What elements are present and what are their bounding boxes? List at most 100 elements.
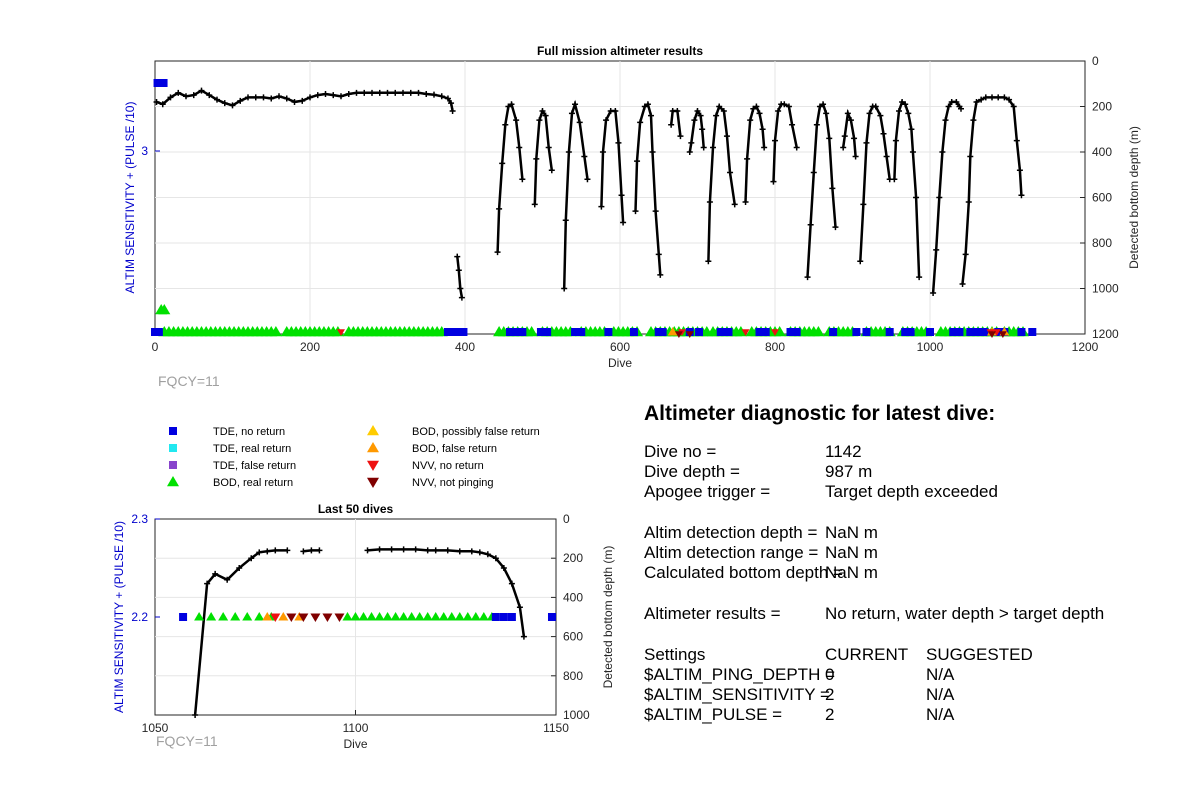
y-left-axis-label: ALTIM SENSITIVITY + (PULSE /10) bbox=[123, 102, 137, 294]
altimeter-results-label: Altimeter results = bbox=[644, 604, 781, 623]
depth-point bbox=[572, 101, 579, 108]
diagnostic-title: Altimeter diagnostic for latest dive: bbox=[644, 402, 996, 425]
depth-point bbox=[852, 153, 859, 160]
depth-point bbox=[648, 112, 654, 119]
depth-point bbox=[759, 126, 766, 133]
depth-series-line bbox=[562, 99, 589, 289]
depth-point bbox=[565, 149, 572, 155]
nvv-not-pinging-marker bbox=[685, 331, 694, 338]
depth-point bbox=[598, 203, 605, 210]
depth-point bbox=[902, 101, 909, 108]
depth-point bbox=[431, 91, 437, 98]
bod-real-return-marker bbox=[414, 612, 425, 621]
legend-triangle-down-icon bbox=[367, 460, 379, 471]
depth-point bbox=[508, 101, 515, 108]
calculated-bottom-row: Calculated bottom depth = NaN m bbox=[644, 563, 1164, 583]
x-tick-label: 200 bbox=[300, 340, 320, 354]
depth-point bbox=[268, 95, 275, 102]
depth-point bbox=[260, 94, 267, 101]
depth-point bbox=[652, 208, 659, 215]
depth-point bbox=[807, 221, 814, 228]
setting-row: $ALTIM_PULSE = 2 N/A bbox=[644, 705, 1164, 725]
tde-no-return-marker bbox=[604, 328, 613, 336]
depth-point bbox=[688, 139, 695, 146]
apogee-row: Apogee trigger = Target depth exceeded bbox=[644, 482, 1164, 502]
current-label: CURRENT bbox=[825, 645, 909, 664]
depth-point bbox=[542, 112, 549, 119]
depth-point bbox=[761, 144, 768, 151]
legend-triangle-up-icon bbox=[367, 442, 379, 453]
depth-point bbox=[942, 117, 949, 124]
y-right-axis-label: Detected bottom depth (m) bbox=[1127, 126, 1141, 269]
depth-point bbox=[892, 137, 899, 144]
dive-no-row: Dive no = 1142 bbox=[644, 442, 1164, 462]
bod-real-return-marker bbox=[773, 326, 786, 337]
legend-label: NVV, no return bbox=[412, 460, 484, 472]
depth-point bbox=[276, 93, 282, 100]
y-left-tick-label: 2.3 bbox=[131, 512, 148, 526]
depth-point bbox=[284, 547, 291, 554]
depth-point bbox=[634, 158, 641, 165]
depth-point bbox=[229, 102, 236, 109]
setting-current: 0 bbox=[825, 665, 835, 684]
y-right-tick-label: 400 bbox=[563, 590, 583, 604]
depth-point bbox=[820, 101, 827, 108]
legend-label: NVV, not pinging bbox=[412, 477, 494, 489]
nvv-no-return-marker bbox=[337, 329, 345, 336]
depth-series-line bbox=[634, 102, 662, 275]
altimeter-diagnostic-panel: Altimeter diagnostic for latest dive: Di… bbox=[644, 402, 1164, 725]
legend-square-icon bbox=[169, 461, 177, 469]
nvv-not-pinging-marker bbox=[286, 613, 297, 622]
settings-label: Settings bbox=[644, 645, 706, 664]
depth-point bbox=[516, 144, 523, 151]
depth-point bbox=[545, 144, 552, 151]
setting-suggested: N/A bbox=[926, 705, 955, 724]
depth-point bbox=[458, 294, 465, 301]
bod-real-return-marker bbox=[242, 612, 253, 621]
x-tick-label: 0 bbox=[152, 340, 159, 354]
depth-point bbox=[615, 139, 622, 146]
nvv-not-pinging-marker bbox=[674, 331, 683, 338]
depth-point bbox=[198, 87, 205, 94]
depth-point bbox=[513, 117, 520, 124]
depth-point bbox=[338, 93, 344, 100]
x-axis-label: Dive bbox=[608, 356, 632, 370]
setting-suggested: N/A bbox=[926, 665, 955, 684]
tde-no-return-marker bbox=[885, 328, 894, 336]
depth-point bbox=[224, 576, 231, 583]
tde-no-return-marker bbox=[577, 328, 586, 336]
depth-point bbox=[159, 101, 166, 108]
depth-point bbox=[457, 285, 464, 292]
tde-no-return-marker bbox=[499, 613, 508, 621]
depth-point bbox=[533, 155, 540, 162]
depth-point bbox=[880, 130, 887, 137]
depth-point bbox=[449, 108, 456, 115]
depth-point bbox=[716, 103, 723, 110]
dive-no-label: Dive no = bbox=[644, 442, 717, 461]
depth-point bbox=[206, 92, 213, 99]
depth-point bbox=[1010, 103, 1017, 110]
depth-point bbox=[965, 199, 972, 206]
depth-point bbox=[958, 105, 964, 112]
depth-point bbox=[562, 217, 569, 224]
depth-point bbox=[847, 117, 854, 124]
last50-fqcy-label: FQCY=11 bbox=[156, 733, 218, 749]
y-right-tick-label: 600 bbox=[563, 630, 583, 644]
depth-point bbox=[581, 153, 588, 160]
bod-real-return-marker bbox=[358, 612, 369, 621]
depth-point bbox=[505, 103, 512, 110]
depth-point bbox=[891, 176, 898, 183]
setting-row: $ALTIM_SENSITIVITY = 2 N/A bbox=[644, 685, 1164, 705]
detection-depth-row: Altim detection depth = NaN m bbox=[644, 523, 1164, 543]
bod-real-return-marker bbox=[438, 612, 449, 621]
tde-no-return-marker bbox=[724, 328, 733, 336]
bod-real-return-marker bbox=[206, 612, 217, 621]
tde-no-return-marker bbox=[505, 328, 514, 336]
depth-point bbox=[369, 89, 375, 96]
tde-no-return-marker bbox=[629, 328, 638, 336]
depth-point bbox=[400, 546, 407, 553]
setting-current: 2 bbox=[825, 685, 835, 704]
tde-no-return-marker bbox=[829, 328, 838, 336]
depth-point bbox=[857, 258, 864, 265]
depth-point bbox=[415, 89, 422, 96]
